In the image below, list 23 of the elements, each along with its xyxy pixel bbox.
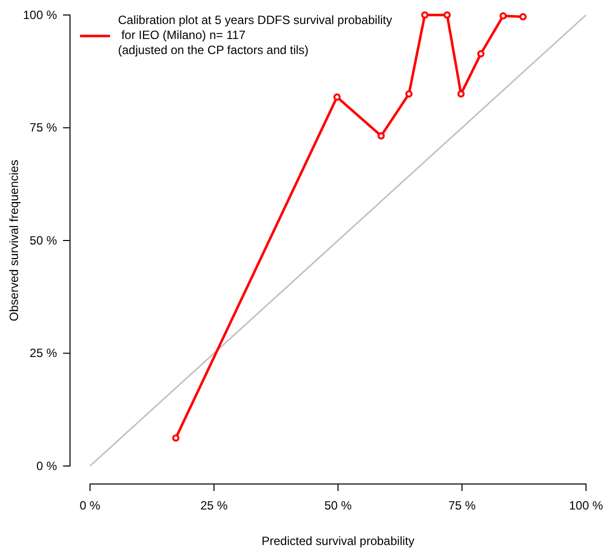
x-tick-label: 0 % — [80, 498, 101, 513]
point — [477, 50, 484, 58]
y-axis-title: Observed survival frequencies — [7, 160, 21, 322]
point — [500, 12, 507, 20]
y-tick-label: 100 % — [22, 8, 58, 22]
y-tick-label: 25 % — [30, 346, 58, 360]
point — [405, 90, 413, 98]
point — [421, 11, 428, 19]
point — [519, 13, 527, 20]
x-tick-label: 25 % — [200, 498, 228, 513]
y-tick-label: 50 % — [30, 233, 58, 248]
point — [457, 90, 465, 98]
legend-label: Calibration plot at 5 years DDFS survival probability for IEO (Milano) n= 117 (adjusted on the CP factors and tils) — [118, 13, 392, 57]
x-tick-label: 100 % — [568, 498, 604, 513]
point — [172, 434, 180, 442]
point — [443, 11, 451, 19]
point — [378, 132, 385, 140]
x-tick-label: 50 % — [324, 498, 352, 513]
x-axis-title: Predicted survival probability — [262, 534, 414, 548]
point — [333, 93, 341, 101]
x-tick-label: 75 % — [448, 498, 476, 513]
y-tick-label: 0 % — [36, 458, 58, 473]
y-tick-label: 75 % — [30, 120, 58, 135]
